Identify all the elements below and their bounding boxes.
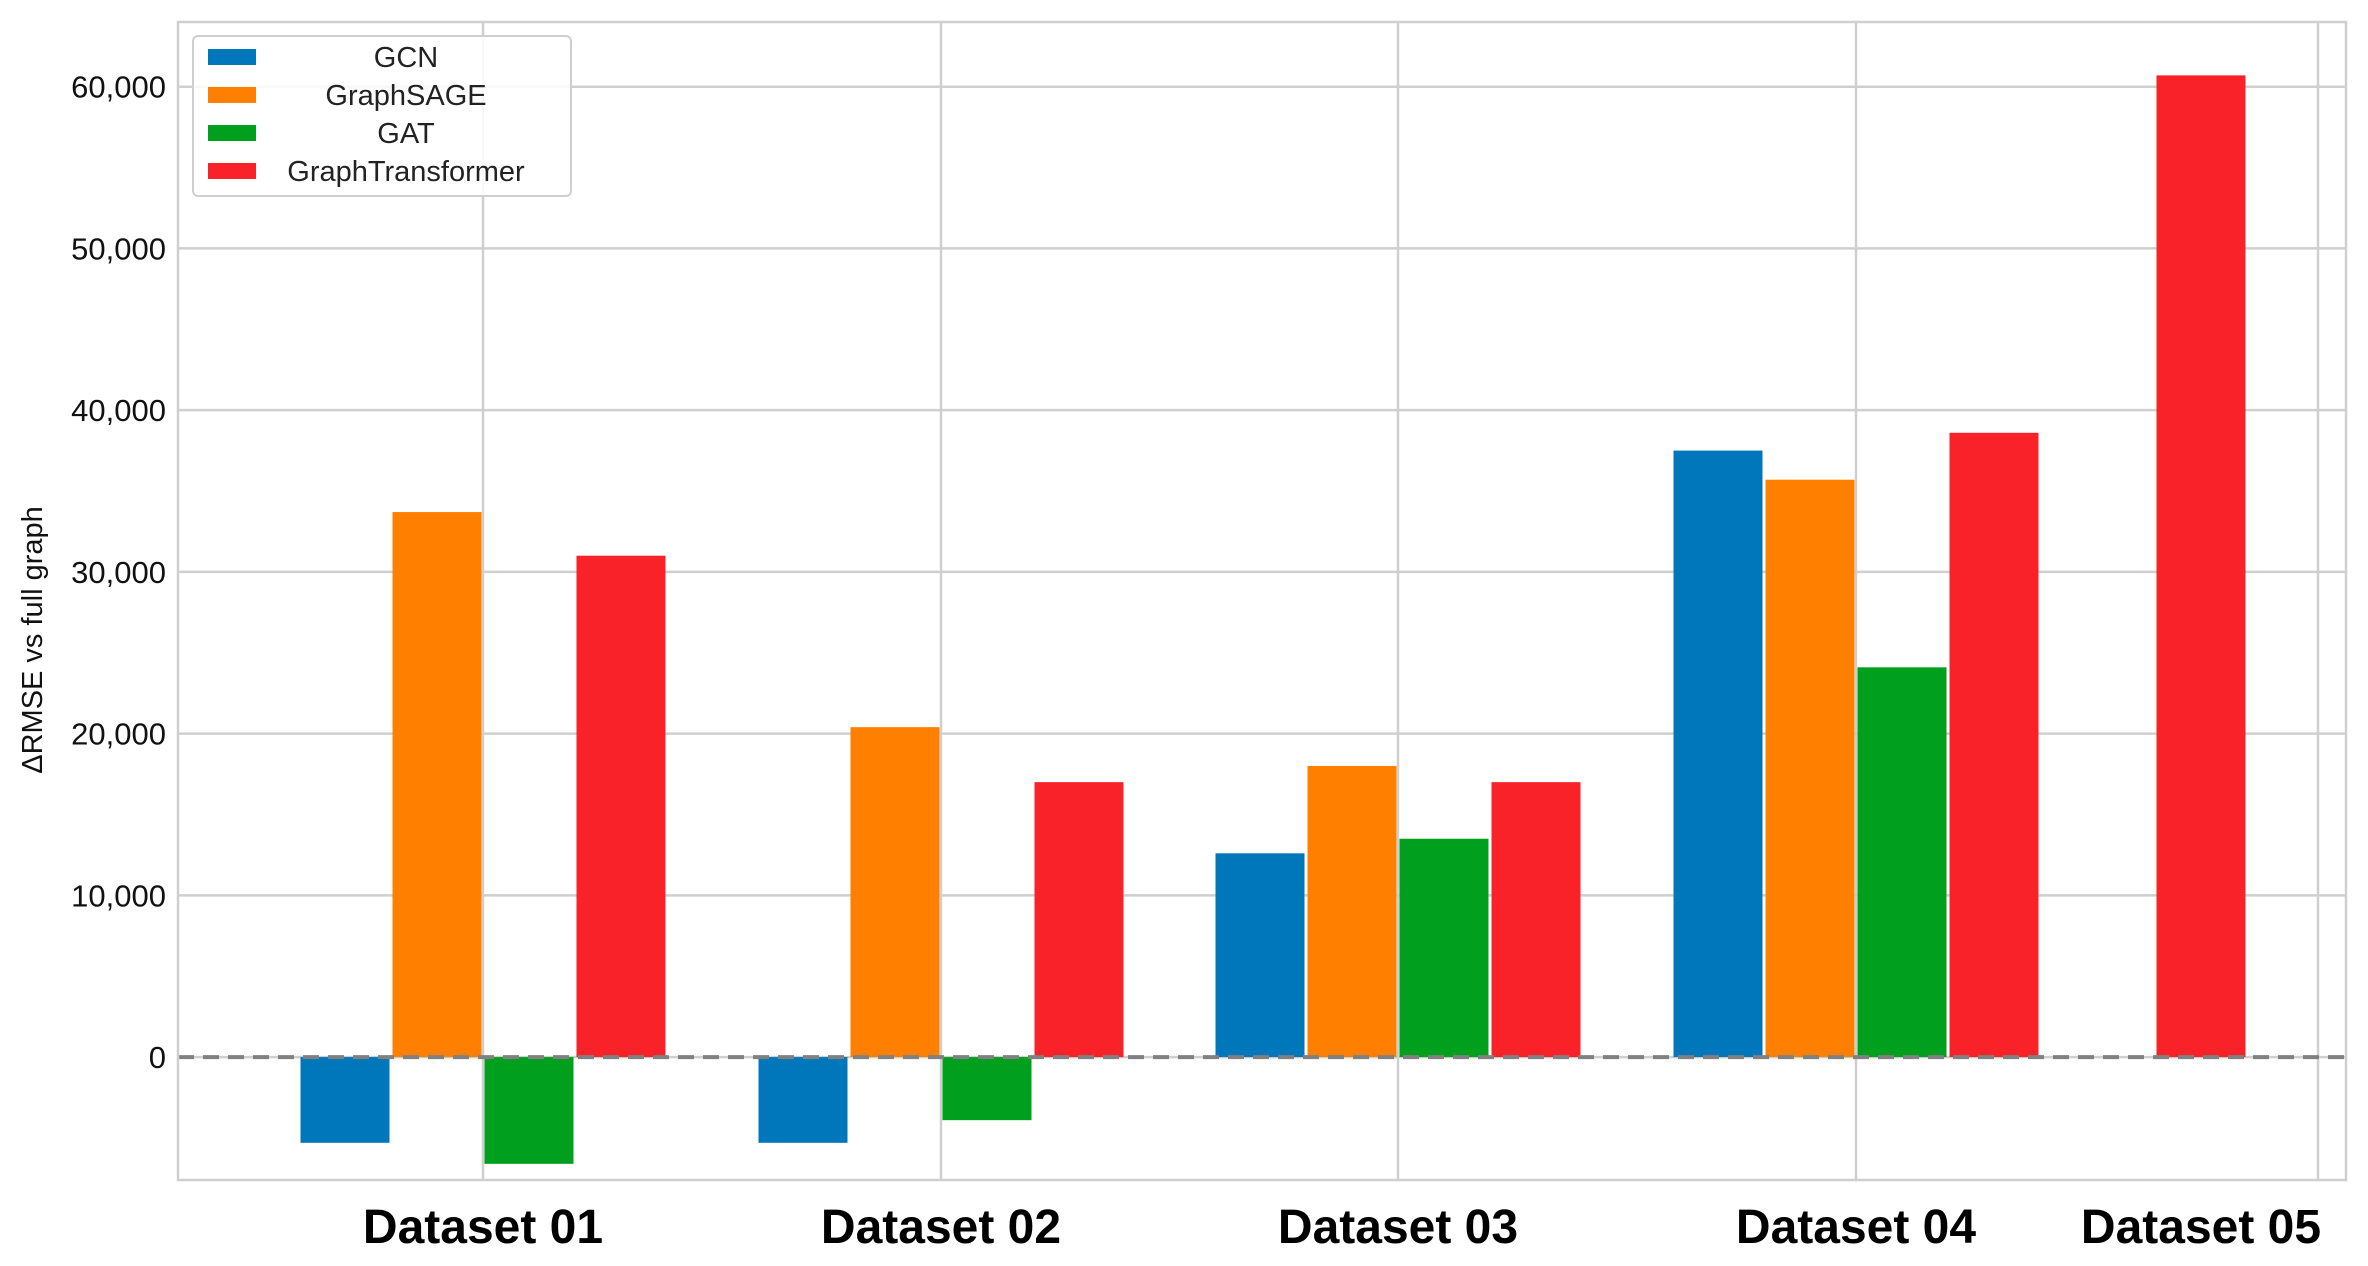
x-tick-labels: Dataset 01 Dataset 02 Dataset 03 Dataset 04… bbox=[363, 1201, 2321, 1254]
bar-gat-2 bbox=[942, 1057, 1032, 1121]
bar-gcn-4 bbox=[1673, 450, 1763, 1058]
bar-graphsage-4 bbox=[1765, 479, 1855, 1058]
bar-graphtransformer-1 bbox=[576, 555, 666, 1058]
bar-graphtransformer-4 bbox=[1949, 432, 2039, 1058]
y-tick-label: 20,000 bbox=[71, 717, 166, 752]
bar-gcn-3 bbox=[1215, 853, 1305, 1058]
legend-label: GAT bbox=[377, 118, 435, 150]
x-tick-label: Dataset 01 bbox=[363, 1201, 603, 1254]
bar-gcn-2 bbox=[758, 1057, 848, 1143]
bar-graphsage-3 bbox=[1307, 765, 1397, 1058]
x-tick-label: Dataset 04 bbox=[1736, 1201, 1976, 1254]
x-tick-label: Dataset 02 bbox=[821, 1201, 1061, 1254]
y-axis-label: ΔRMSE vs full graph bbox=[17, 506, 49, 774]
legend-label: GraphSAGE bbox=[325, 80, 486, 112]
y-tick-label: 10,000 bbox=[71, 878, 166, 913]
legend-box bbox=[192, 35, 572, 197]
y-tick-label: 30,000 bbox=[71, 555, 166, 590]
legend: GCN GraphSAGE GAT GraphTransformer bbox=[192, 35, 572, 197]
legend-swatch-gat bbox=[208, 125, 256, 141]
bar-gat-4 bbox=[1857, 667, 1947, 1058]
bar-gcn-1 bbox=[300, 1057, 390, 1143]
legend-swatch-gcn bbox=[208, 49, 256, 65]
y-tick-label: 60,000 bbox=[71, 70, 166, 105]
bar-graphtransformer-2 bbox=[1034, 782, 1124, 1058]
y-tick-label: 50,000 bbox=[71, 231, 166, 266]
y-tick-label: 40,000 bbox=[71, 393, 166, 428]
plot-frame bbox=[176, 20, 2348, 1182]
bar-graphtransformer-5 bbox=[2156, 75, 2246, 1058]
legend-label: GCN bbox=[374, 42, 438, 74]
bar-graphtransformer-3 bbox=[1491, 782, 1581, 1058]
bars bbox=[300, 75, 2246, 1164]
legend-label: GraphTransformer bbox=[287, 156, 525, 188]
bar-graphsage-2 bbox=[850, 727, 940, 1058]
y-tick-labels: 0 10,000 20,000 30,000 40,000 50,000 60,000 bbox=[71, 70, 166, 1075]
bar-graphsage-1 bbox=[392, 512, 482, 1058]
plot-border bbox=[176, 20, 2348, 1182]
x-tick-label: Dataset 05 bbox=[2081, 1201, 2321, 1254]
bar-gat-1 bbox=[484, 1057, 574, 1164]
legend-swatch-graphsage bbox=[208, 87, 256, 103]
y-tick-label: 0 bbox=[149, 1040, 166, 1075]
legend-swatch-graphtransformer bbox=[208, 163, 256, 179]
x-tick-label: Dataset 03 bbox=[1278, 1201, 1518, 1254]
bar-gat-3 bbox=[1399, 838, 1489, 1058]
